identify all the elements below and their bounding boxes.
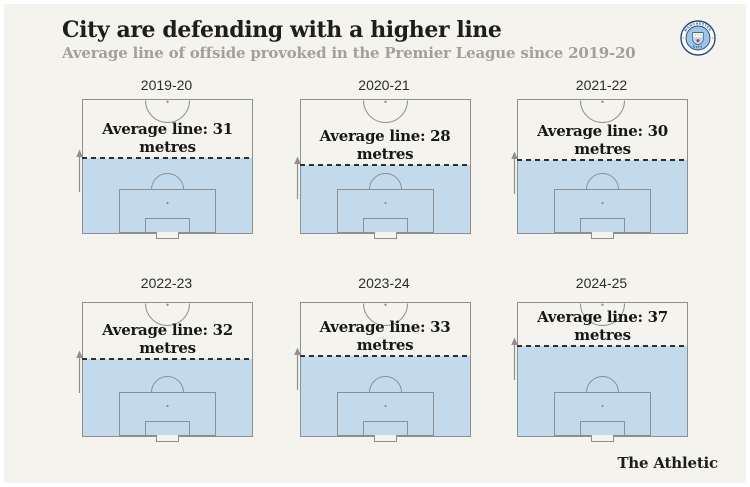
average-line-dashed: [517, 345, 688, 347]
season-pitch-card: 2021-22 Average line: 30 metres: [511, 77, 688, 240]
goal-box: [156, 232, 179, 239]
offside-zone-fill: [83, 359, 252, 436]
up-arrow-icon: [76, 350, 83, 393]
season-pitch-card: 2023-24 Average line: 33 metres: [293, 275, 471, 443]
season-label: 2022-23: [140, 275, 193, 291]
up-arrow-icon: [511, 151, 518, 194]
half-pitch: Average line: 30 metres: [511, 99, 688, 239]
manchester-city-crest-icon: MANCHESTER CITY: [680, 20, 716, 56]
half-pitch: Average line: 33 metres: [293, 302, 471, 442]
goal-box: [373, 435, 397, 442]
offside-zone-fill: [518, 160, 687, 233]
season-pitch-card: 2022-23 Average line: 32 metres: [76, 275, 253, 443]
season-pitch-card: 2020-21 Average line: 28 metres: [293, 77, 471, 240]
average-line-label: Average line: 32 metres: [102, 321, 233, 357]
season-label: 2019-20: [140, 77, 193, 93]
average-line-dashed: [517, 159, 688, 161]
season-pitch-card: 2019-20 Average line: 31 metres: [76, 77, 253, 240]
chart-subtitle: Average line of offside provoked in the …: [62, 44, 636, 62]
season-label: 2024-25: [575, 275, 628, 291]
average-line-dashed: [82, 358, 253, 360]
average-line-label: Average line: 31 metres: [102, 120, 233, 156]
up-arrow-icon: [76, 149, 83, 192]
half-pitch: Average line: 28 metres: [293, 99, 471, 239]
average-line-label: Average line: 28 metres: [319, 127, 451, 163]
half-pitch: Average line: 37 metres: [511, 302, 688, 442]
svg-text:CITY: CITY: [692, 44, 703, 49]
average-line-label: Average line: 30 metres: [537, 122, 668, 158]
average-line-dashed: [299, 355, 471, 357]
credit-the-athletic: The Athletic: [617, 454, 718, 472]
season-label: 2021-22: [575, 77, 628, 93]
average-line-dashed: [299, 164, 471, 166]
up-arrow-icon: [511, 337, 518, 380]
half-pitch: Average line: 31 metres: [76, 99, 253, 239]
season-label: 2023-24: [358, 275, 410, 291]
offside-zone-fill: [300, 356, 470, 436]
chart-title: City are defending with a higher line: [62, 17, 502, 43]
up-arrow-icon: [293, 156, 301, 199]
pitch-markings: [336, 100, 434, 233]
goal-box: [591, 232, 614, 239]
average-line-dashed: [82, 157, 253, 159]
chart-canvas: City are defending with a higher line Av…: [4, 4, 746, 483]
half-pitch: Average line: 32 metres: [76, 302, 253, 442]
goal-box: [591, 435, 614, 442]
season-label: 2020-21: [358, 77, 410, 93]
goal-box: [156, 435, 179, 442]
offside-zone-fill: [83, 158, 252, 233]
goal-box: [373, 232, 397, 239]
season-pitch-card: 2024-25 Average line: 37 metres: [511, 275, 688, 443]
average-line-label: Average line: 37 metres: [537, 308, 668, 344]
average-line-label: Average line: 33 metres: [319, 318, 451, 354]
offside-zone-fill: [300, 165, 470, 233]
pitch-markings: [554, 100, 651, 233]
up-arrow-icon: [293, 347, 301, 390]
